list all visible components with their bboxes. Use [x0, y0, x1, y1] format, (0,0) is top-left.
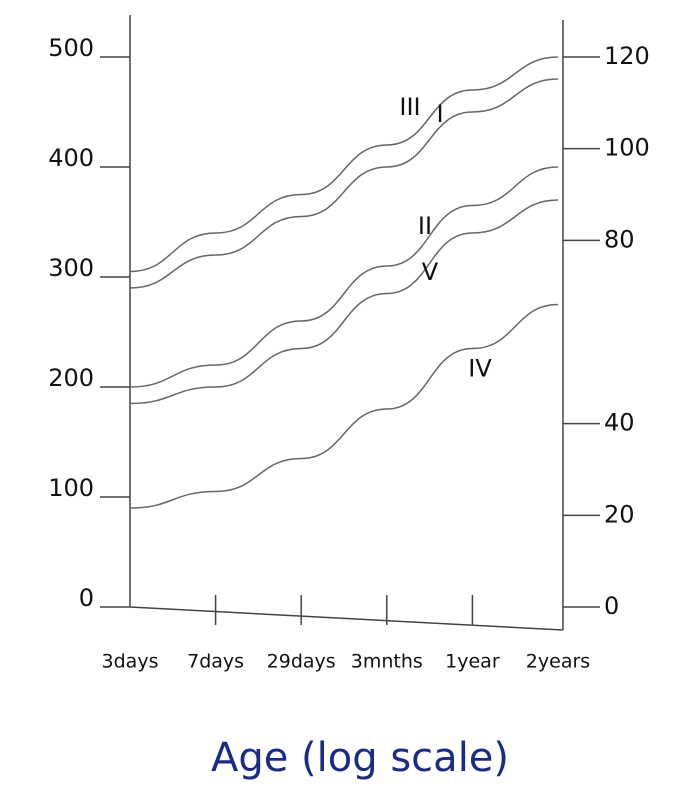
y-tick-label: 0 — [79, 584, 94, 612]
y-tick-label: 100 — [48, 474, 94, 502]
y2-tick-label: 0 — [604, 592, 619, 620]
curve — [129, 78, 559, 289]
curve-label: IV — [468, 355, 492, 383]
x-tick-label: 2years — [526, 651, 590, 673]
curve-label: I — [436, 100, 443, 128]
curve-label: III — [399, 93, 420, 121]
y2-tick-label: 20 — [604, 500, 635, 528]
y-tick-label: 500 — [48, 34, 94, 62]
y2-tick-label: 80 — [604, 225, 635, 253]
curve-label: II — [418, 212, 432, 240]
x-tick-label: 29days — [267, 651, 336, 673]
x-tick-label: 3days — [102, 651, 159, 673]
x-axis-label: Age (log scale) — [211, 735, 509, 781]
x-tick-label: 3mnths — [351, 651, 423, 673]
x-tick-label: 7days — [187, 651, 244, 673]
curve — [129, 199, 559, 405]
y2-tick-label: 100 — [604, 134, 650, 162]
y2-tick-label: 40 — [604, 409, 635, 437]
x-axis — [129, 606, 564, 631]
curve — [129, 166, 559, 388]
y-tick-label: 400 — [48, 144, 94, 172]
y2-tick-label: 120 — [604, 42, 650, 70]
y-tick-label: 200 — [48, 364, 94, 392]
y-tick-label: 300 — [48, 254, 94, 282]
curve — [129, 303, 559, 509]
x-tick-label: 1year — [445, 651, 500, 673]
curve — [129, 56, 559, 273]
curve-label: V — [422, 258, 439, 286]
